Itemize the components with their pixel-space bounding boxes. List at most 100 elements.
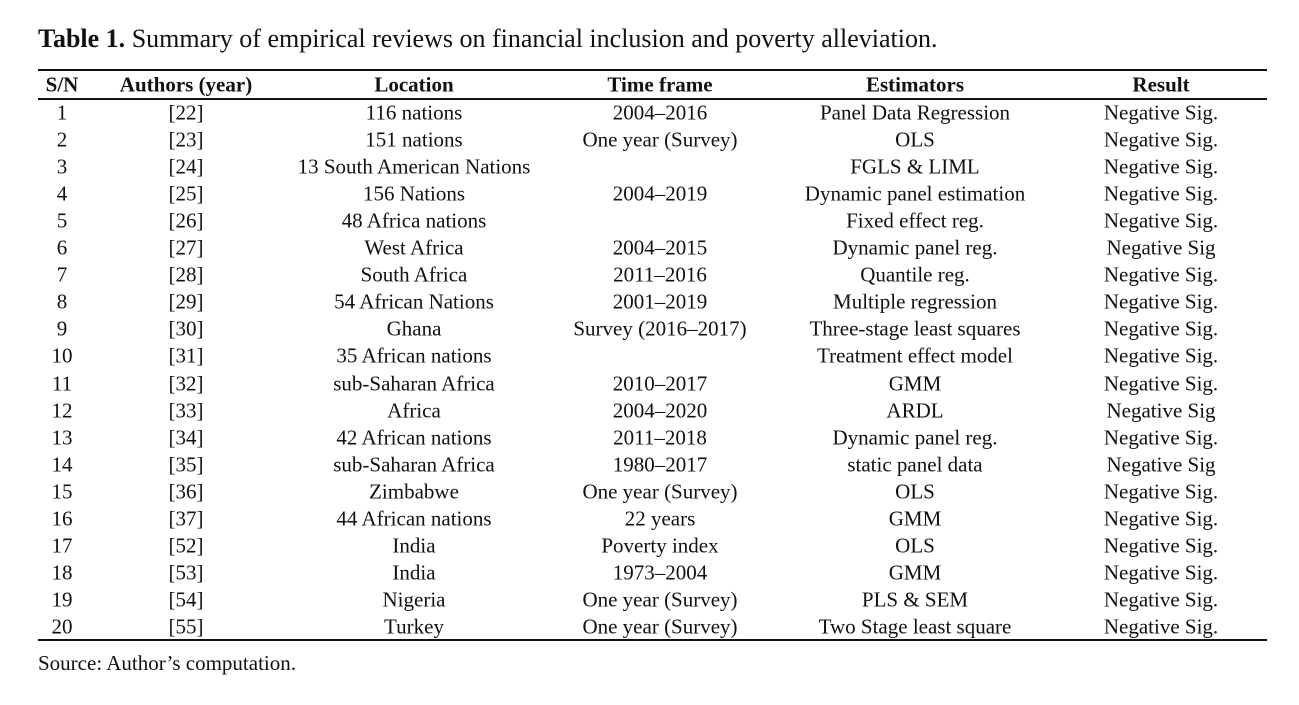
table-cell: [29] [168,289,204,314]
table-cell: 4 [56,181,68,206]
table-cell: One year (Survey) [582,587,738,612]
column-header: Result [1132,72,1190,97]
column-header: Time frame [607,72,713,97]
table-cell: [32] [168,371,204,396]
column-header: Authors (year) [119,72,253,97]
table-cell: Turkey [384,614,444,639]
table-cell: One year (Survey) [582,127,738,152]
table-cell: [37] [168,506,204,531]
table-cell: Survey (2016–2017) [573,316,747,341]
table-cell: 54 African Nations [334,289,494,314]
table-cell: 2004–2019 [612,181,708,206]
table-cell: Negative Sig [1106,398,1216,423]
table-cell: Ghana [386,316,442,341]
table-cell: 12 [51,398,73,423]
table-cell: Negative Sig. [1103,100,1219,125]
table-cell: Dynamic panel estimation [804,181,1026,206]
table-cell: 1980–2017 [612,452,708,477]
table-cell: Quantile reg. [860,262,970,287]
table-cell: 2004–2015 [612,235,708,260]
table-cell: Dynamic panel reg. [832,425,998,450]
table-cell: Negative Sig. [1103,371,1219,396]
table-cell: 10 [51,343,73,368]
table-cell: South Africa [360,262,468,287]
table-cell: Negative Sig [1106,452,1216,477]
table-cell: [30] [168,316,204,341]
table-cell: Negative Sig. [1103,262,1219,287]
table-cell: 17 [51,533,73,558]
table-cell: 48 Africa nations [341,208,487,233]
table-cell: 2 [56,127,68,152]
table-cell: 151 nations [365,127,463,152]
table-cell: Negative Sig. [1103,289,1219,314]
bottom-rule [38,639,1267,641]
table-cell: [53] [168,560,204,585]
table-cell: 1973–2004 [612,560,708,585]
table-cell: 15 [51,479,73,504]
column-header: Location [374,72,454,97]
table-cell: India [392,533,436,558]
table-cell: 2004–2016 [612,100,708,125]
table-cell: GMM [888,506,942,531]
table-cell: 6 [56,235,68,260]
table-cell: Nigeria [382,587,446,612]
table-cell: India [392,560,436,585]
table-cell: 20 [51,614,73,639]
table-cell: Dynamic panel reg. [832,235,998,260]
table-cell: Negative Sig. [1103,506,1219,531]
table-cell: OLS [895,127,935,152]
table-cell: 7 [56,262,68,287]
table-cell: 44 African nations [336,506,492,531]
table-cell: Multiple regression [833,289,997,314]
table-cell: Negative Sig. [1103,587,1219,612]
table-cell: Zimbabwe [369,479,459,504]
table-cell: static panel data [847,452,983,477]
table-cell: ARDL [886,398,944,423]
table-cell: Two Stage least square [818,614,1012,639]
table-cell: One year (Survey) [582,614,738,639]
table-cell: 5 [56,208,68,233]
table-cell: OLS [895,479,935,504]
table-cell: 9 [56,316,68,341]
table-cell: 2011–2018 [613,425,707,450]
table-cell: [24] [168,154,204,179]
table-cell: [34] [168,425,204,450]
table-cell: 19 [51,587,73,612]
table-cell: 42 African nations [336,425,492,450]
table-cell: 2011–2016 [613,262,707,287]
table-cell: Africa [387,398,441,423]
table-cell: 1 [56,100,68,125]
table-cell: [26] [168,208,204,233]
table-cell: 8 [56,289,68,314]
table-cell: Negative Sig. [1103,560,1219,585]
table-cell: Negative Sig. [1103,614,1219,639]
column-header: Estimators [866,72,964,97]
table-cell: 35 African nations [336,343,492,368]
table-cell: 116 nations [365,100,463,125]
table-cell: Negative Sig [1106,235,1216,260]
table-cell: 2010–2017 [612,371,708,396]
caption-text: Summary of empirical reviews on financia… [131,24,938,53]
table-caption: Table 1. Summary of empirical reviews on… [38,24,937,54]
table-cell: 2004–2020 [612,398,708,423]
table-cell: 156 Nations [362,181,466,206]
table-cell: 16 [51,506,73,531]
table-cell: GMM [888,371,942,396]
table-cell: Three-stage least squares [809,316,1021,341]
table-cell: 22 years [624,506,696,531]
table-cell: [54] [168,587,204,612]
table-cell: FGLS & LIML [850,154,980,179]
table-cell: Poverty index [601,533,719,558]
table-cell: [25] [168,181,204,206]
table-cell: [27] [168,235,204,260]
table-cell: sub-Saharan Africa [333,371,495,396]
table-cell: Negative Sig. [1103,181,1219,206]
table-cell: Panel Data Regression [819,100,1011,125]
table-cell: [28] [168,262,204,287]
table-cell: [52] [168,533,204,558]
table-cell: 11 [51,371,73,396]
table-cell: One year (Survey) [582,479,738,504]
table-cell: 2001–2019 [612,289,708,314]
table-cell: [23] [168,127,204,152]
